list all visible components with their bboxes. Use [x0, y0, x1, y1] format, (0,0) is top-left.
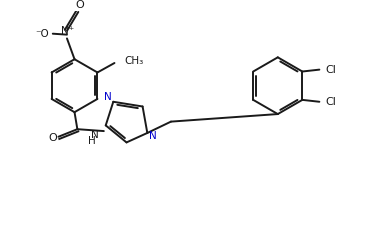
Text: O: O — [48, 133, 57, 143]
Text: ⁻O: ⁻O — [36, 29, 49, 39]
Text: CH₃: CH₃ — [124, 56, 143, 66]
Text: N: N — [149, 131, 157, 141]
Text: H: H — [88, 136, 95, 146]
Text: Cl: Cl — [325, 65, 336, 75]
Text: N: N — [92, 130, 99, 140]
Text: N⁺: N⁺ — [61, 26, 75, 36]
Text: O: O — [75, 0, 84, 10]
Text: N: N — [104, 92, 111, 102]
Text: Cl: Cl — [325, 97, 336, 107]
